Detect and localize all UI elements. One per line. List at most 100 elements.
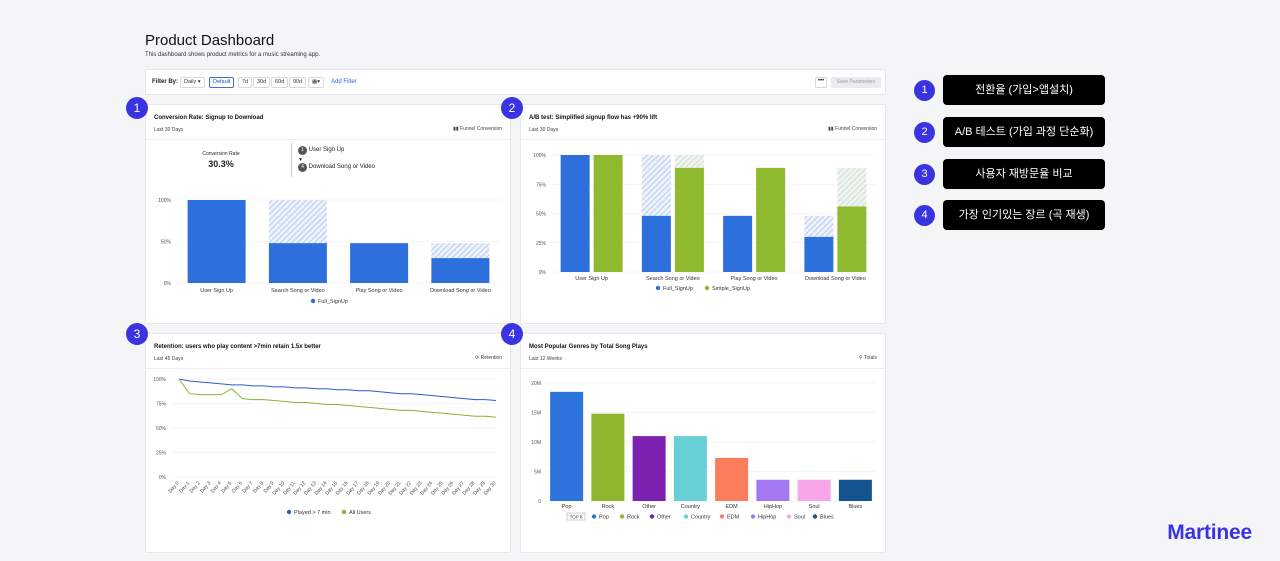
annotation-note: 사용자 재방문율 비교: [943, 159, 1105, 189]
legend-label: Soul: [794, 515, 805, 521]
legend-swatch: [812, 514, 818, 519]
bar: [591, 413, 625, 501]
legend-swatch: [786, 514, 792, 519]
legend-swatch: [286, 509, 292, 515]
x-tick-label: Search Song or Video: [646, 276, 700, 282]
legend-label: Country: [691, 515, 711, 521]
x-tick-label: EDM: [726, 504, 739, 510]
dropoff-bar: [674, 155, 704, 168]
y-tick-label: 100%: [533, 153, 546, 159]
bar: [756, 479, 790, 501]
more-button[interactable]: •••: [815, 77, 827, 88]
x-tick-label: Soul: [809, 504, 820, 510]
y-tick-label: 50%: [161, 240, 172, 246]
abtest-chart: 0% 25% 50% 75% 100% User Sign Up Search Song o…: [533, 153, 876, 292]
legend-swatch: [683, 514, 689, 519]
annotation-badge: 3: [914, 164, 935, 185]
card-range: Last 30 Days: [154, 127, 184, 133]
y-tick-label: 0: [538, 499, 541, 505]
legend-swatch: [619, 514, 625, 519]
annotation-badge: 4: [914, 205, 935, 226]
bar: [560, 155, 590, 272]
bar: [804, 236, 834, 272]
bar: [723, 215, 753, 272]
metric-label: Conversion Rate: [202, 151, 240, 157]
filter-label: Filter By:: [152, 79, 179, 85]
legend-label: Rock: [627, 515, 640, 521]
card-title: A/B test: Simplified signup flow has +90…: [529, 115, 658, 121]
bar: [797, 479, 831, 501]
retention-icon: ⟳: [475, 355, 481, 361]
card-badge: 3: [126, 323, 148, 345]
bar: [593, 155, 623, 272]
legend-label: Pop: [599, 515, 609, 521]
bar: [715, 457, 749, 501]
bar: [550, 391, 584, 501]
dropoff-bar: [641, 155, 671, 216]
annotation-note: 가장 인기있는 장르 (곡 재생): [943, 200, 1105, 230]
range-60d[interactable]: 60d: [271, 77, 289, 88]
y-tick-label: 75%: [536, 182, 547, 188]
card-badge: 2: [501, 97, 523, 119]
annotation-note: A/B 테스트 (가입 과정 단순화): [943, 117, 1105, 147]
card-title: Conversion Rate: Signup to Download: [154, 115, 264, 121]
page-title: Product Dashboard: [145, 32, 275, 49]
x-tick-label: Play Song or Video: [356, 288, 403, 294]
calendar-icon[interactable]: ▦▾: [308, 77, 324, 88]
legend-swatch: [655, 285, 661, 291]
legend-label: Played > 7 min: [294, 510, 331, 516]
y-tick-label: 50%: [156, 426, 167, 432]
x-tick-label: User Sign Up: [575, 276, 608, 282]
range-7d[interactable]: 7d: [238, 77, 253, 88]
page-subtitle: This dashboard shows product metrics for…: [145, 52, 321, 58]
legend-label: Simple_SignUp: [712, 286, 750, 292]
dropoff-bar: [431, 243, 490, 259]
range-default[interactable]: Default: [209, 77, 235, 88]
brand-logo: Martinee: [1167, 521, 1252, 544]
card-type: ▮▮ Funnel Conversion: [453, 126, 502, 132]
card-type: ⟳ Retention: [475, 355, 502, 361]
y-tick-label: 10M: [531, 440, 541, 446]
card-title: Retention: users who play content >7min …: [154, 344, 321, 350]
metric-value: 30.3%: [208, 159, 234, 169]
x-tick-label: Download Song or Video: [805, 276, 866, 282]
funnel-icon: ▮▮: [453, 126, 461, 132]
bar: [632, 436, 666, 501]
x-tick-label: Other: [642, 504, 656, 510]
totals-icon: ⚲: [858, 355, 864, 361]
bar: [268, 243, 327, 283]
x-tick-label: Download Song or Video: [430, 288, 491, 294]
granularity-select[interactable]: Daily ▾: [180, 77, 205, 88]
y-tick-label: 0%: [164, 281, 172, 287]
legend-label: EDM: [727, 515, 740, 521]
x-tick-label: User Sign Up: [200, 288, 233, 294]
bar: [187, 200, 246, 283]
annotation-note: 전환율 (가입>앱설치): [943, 75, 1105, 105]
legend-swatch: [750, 514, 756, 519]
series-line: [178, 378, 497, 418]
add-filter-link[interactable]: Add Filter: [331, 79, 357, 85]
conversion-card: Conversion Rate: Signup to Download Last…: [145, 104, 511, 324]
retention-card: Retention: users who play content >7min …: [145, 333, 511, 553]
range-90d[interactable]: 90d: [289, 77, 307, 88]
y-tick-label: 0%: [159, 475, 167, 481]
y-tick-label: 75%: [156, 402, 167, 408]
y-tick-label: 5M: [534, 470, 541, 476]
legend-label: Full_SignUp: [318, 299, 348, 305]
x-tick-label: Search Song or Video: [271, 288, 325, 294]
y-tick-label: 50%: [536, 212, 547, 218]
legend-swatch: [704, 285, 710, 291]
x-tick-label: Pop: [562, 504, 572, 510]
save-parameters-button[interactable]: Save Parameters: [831, 77, 881, 88]
legend-swatch: [719, 514, 725, 519]
annotation-badge: 1: [914, 80, 935, 101]
bar: [641, 215, 671, 272]
funnel-icon: ▮▮: [828, 126, 836, 132]
y-tick-label: 15M: [531, 411, 541, 417]
funnel-step: 4 Download Song or Video: [298, 163, 375, 172]
y-tick-label: 100%: [158, 198, 171, 204]
x-tick-label: Play Song or Video: [731, 276, 778, 282]
range-30d[interactable]: 30d: [253, 77, 271, 88]
